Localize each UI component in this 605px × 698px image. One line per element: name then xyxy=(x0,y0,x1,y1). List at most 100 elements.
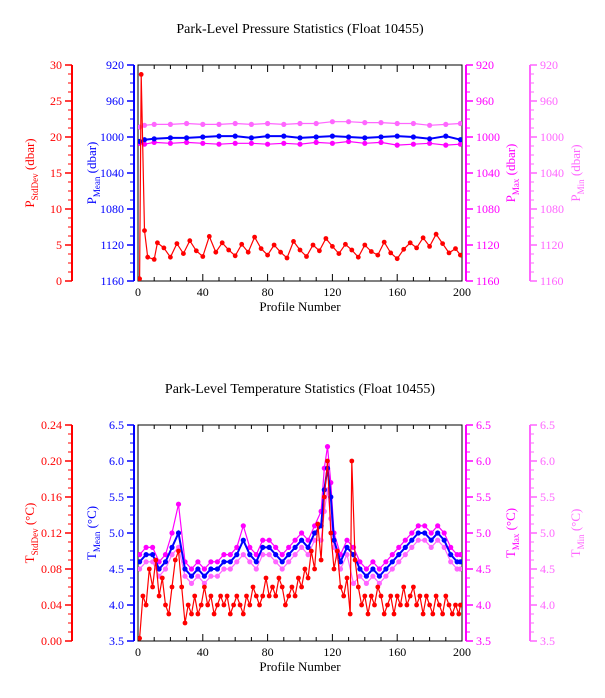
data-point-min xyxy=(344,552,350,558)
chart-panel-temperature: Park-Level Temperature Statistics (Float… xyxy=(22,382,586,674)
series-line-min xyxy=(139,121,461,128)
data-point-stddev xyxy=(142,228,147,234)
data-point-max xyxy=(292,537,298,543)
data-point-mean xyxy=(234,552,240,558)
data-point-stddev xyxy=(308,548,314,554)
data-point-stddev xyxy=(215,602,220,608)
chart-panel-pressure: Park-Level Pressure Statistics (Float 10… xyxy=(22,22,586,314)
data-point-stddev xyxy=(453,602,458,608)
data-point-mean xyxy=(346,134,352,140)
data-point-max xyxy=(151,139,157,145)
data-point-stddev xyxy=(330,244,335,249)
y-axis-label-main: T xyxy=(503,550,518,558)
data-point-min xyxy=(265,120,271,127)
data-point-mean xyxy=(253,559,259,565)
y-tick-label-max: 1000 xyxy=(476,130,500,144)
y-tick-label-min: 1080 xyxy=(540,202,564,216)
data-point-min xyxy=(435,537,441,543)
data-point-mean xyxy=(299,537,305,543)
data-point-max xyxy=(247,544,253,551)
data-point-stddev xyxy=(289,584,295,590)
data-point-stddev xyxy=(151,257,157,262)
data-point-min xyxy=(162,566,169,572)
y-axis-mean: 1160 1120 1080 1040 1000 960 920 PMean (dbar) xyxy=(84,58,135,288)
data-point-max xyxy=(370,559,376,565)
data-point-stddev xyxy=(391,611,397,617)
data-point-stddev xyxy=(401,246,407,252)
data-point-mean xyxy=(138,559,143,565)
data-point-stddev xyxy=(239,241,245,247)
data-point-max xyxy=(195,559,201,565)
data-point-max xyxy=(279,552,285,558)
data-point-stddev xyxy=(247,602,253,608)
data-point-stddev xyxy=(318,557,324,563)
data-point-max xyxy=(266,537,272,543)
y-tick-label-stddev: 0.20 xyxy=(41,454,62,468)
data-point-min xyxy=(169,552,175,558)
data-point-mean xyxy=(344,544,350,551)
data-point-max xyxy=(216,141,222,147)
x-tick-label: 160 xyxy=(388,645,406,659)
data-point-stddev xyxy=(163,602,168,608)
y-tick-label-max: 960 xyxy=(476,94,494,108)
data-point-stddev xyxy=(279,584,285,590)
y-axis-label-unit: (°C) xyxy=(503,508,518,534)
data-point-min xyxy=(184,120,190,127)
data-point-mean xyxy=(279,559,285,565)
data-point-stddev xyxy=(245,249,251,255)
data-point-mean xyxy=(182,566,188,572)
series-line-max xyxy=(139,140,461,146)
data-point-stddev xyxy=(189,611,194,617)
data-point-min xyxy=(234,559,240,565)
data-point-max xyxy=(201,566,207,572)
data-point-max xyxy=(240,523,246,529)
data-point-stddev xyxy=(232,253,238,259)
data-point-mean xyxy=(331,537,337,543)
data-point-stddev xyxy=(312,566,317,572)
data-point-stddev xyxy=(205,602,211,608)
y-tick-label-max: 6.5 xyxy=(476,418,491,432)
data-point-mean xyxy=(266,544,272,551)
chart-title: Park-Level Temperature Statistics (Float… xyxy=(165,382,435,397)
data-point-max xyxy=(253,552,259,558)
series-line-max xyxy=(139,446,461,570)
data-point-mean xyxy=(292,544,298,551)
data-point-stddev xyxy=(315,521,321,527)
data-point-mean xyxy=(457,137,462,143)
data-point-stddev xyxy=(283,602,288,608)
data-point-mean xyxy=(357,566,363,572)
data-point-stddev xyxy=(341,593,347,599)
data-point-mean xyxy=(329,133,335,139)
data-point-stddev xyxy=(174,241,180,247)
data-point-mean xyxy=(247,552,253,558)
y-axis-label-sub: StdDev xyxy=(30,528,40,556)
data-point-min xyxy=(247,559,253,565)
data-point-stddev xyxy=(388,250,394,256)
data-point-stddev xyxy=(271,242,277,248)
data-point-stddev xyxy=(347,611,353,617)
data-point-mean xyxy=(208,566,214,572)
y-tick-label-mean: 6.0 xyxy=(109,454,124,468)
data-point-stddev xyxy=(343,241,348,247)
data-point-min xyxy=(221,566,227,572)
data-point-max xyxy=(457,141,462,147)
data-point-stddev xyxy=(381,611,387,617)
y-tick-label-min: 6.0 xyxy=(540,454,555,468)
data-point-mean xyxy=(156,566,162,572)
data-point-max xyxy=(428,530,434,536)
data-point-min xyxy=(427,122,433,128)
data-point-max xyxy=(281,140,287,146)
y-axis-label-min: PMin (dbar) xyxy=(568,144,586,201)
y-tick-label-max: 1120 xyxy=(476,238,500,252)
data-point-stddev xyxy=(260,593,266,599)
data-point-max xyxy=(422,523,428,529)
data-point-mean xyxy=(448,552,454,558)
data-point-stddev xyxy=(407,240,413,246)
data-point-stddev xyxy=(138,635,142,641)
data-point-min xyxy=(151,121,157,127)
data-point-stddev xyxy=(331,566,337,572)
data-point-stddev xyxy=(159,575,165,581)
data-point-mean xyxy=(221,559,227,565)
data-point-mean xyxy=(188,573,195,579)
data-point-mean xyxy=(312,530,318,536)
